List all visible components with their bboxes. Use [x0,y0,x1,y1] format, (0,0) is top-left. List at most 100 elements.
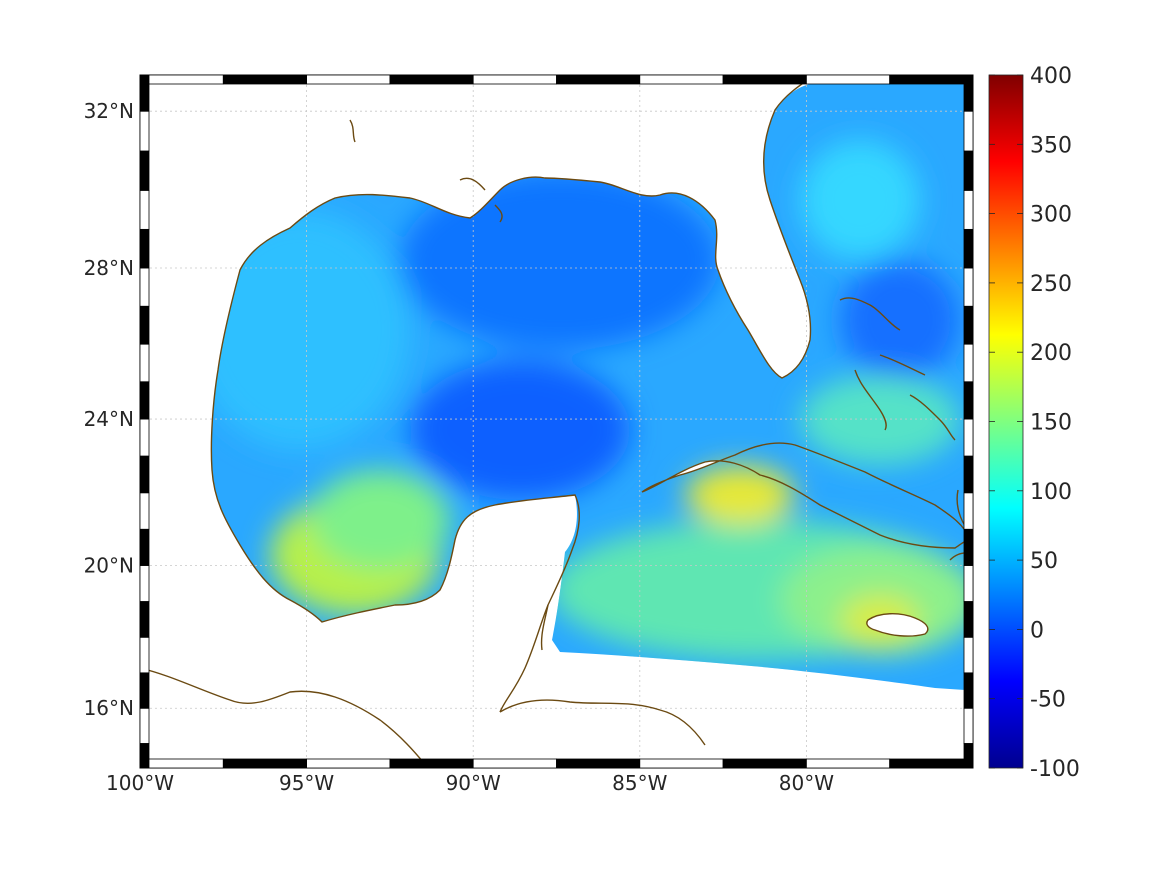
longitude-labels: 100°W 95°W 90°W 85°W 80°W [106,771,834,795]
lat-tick-label: 20°N [84,553,134,577]
frame-segment-right [963,528,974,566]
frame-segment-top [306,74,391,85]
lat-tick-label: 16°N [84,696,134,720]
coastline-yucatan-east [540,604,549,651]
frame-segment-left [139,601,150,638]
field-western-gulf [211,210,410,450]
frame-segment-right [963,707,974,744]
coastline-central-america [140,667,429,768]
lon-tick-label: 85°W [612,771,667,795]
frame-segment-left [139,150,150,191]
frame-segment-right [963,601,974,638]
field-atlantic-patch [800,140,920,260]
colorbar-tick-label: -100 [1030,757,1080,782]
frame-segment-right [963,305,974,345]
frame-segment-left [139,228,150,269]
colorbar-tick-label: 250 [1030,272,1072,297]
frame-segment-bottom [556,758,641,769]
frame-segment-top [139,74,224,85]
frame-segment-top [889,74,974,85]
coastline-jamaica [866,613,929,637]
frame-segment-bottom [722,758,807,769]
frame-segment-left [139,267,150,307]
frame-segment-right [963,565,974,602]
frame-segment-left [139,528,150,566]
frame-segment-bottom [889,758,974,769]
coastline-mississippi-delta [349,119,503,223]
frame-segment-bottom [389,758,474,769]
map-frame [139,74,974,769]
frame-segment-left [139,672,150,709]
frame-segment-left [139,565,150,602]
field-bahamas [800,375,960,465]
frame-segment-left [139,74,150,112]
frame-segment-bottom [639,758,724,769]
frame-segment-right [963,110,974,152]
frame-segment-right [963,743,974,769]
frame-segment-left [139,110,150,152]
frame-segment-top [556,74,641,85]
frame-segment-left [139,343,150,383]
frame-segment-right [963,672,974,709]
frame-segment-left [139,305,150,345]
colorbar-tick-labels: 400 350 300 250 200 150 100 50 0 -50 -100 [989,64,1080,782]
frame-segment-right [963,267,974,307]
frame-segment-right [963,455,974,494]
lon-tick-label: 100°W [106,771,174,795]
frame-segment-bottom [472,758,557,769]
frame-segment-left [139,636,150,674]
frame-segment-bottom [306,758,391,769]
frame-segment-left [139,455,150,494]
colorbar-tick-label: -50 [1030,688,1066,713]
frame-segment-right [963,228,974,269]
coastlines [140,75,971,768]
frame-segment-bottom [806,758,891,769]
frame-segment-right [963,492,974,530]
colorbar-tick-label: 0 [1030,618,1044,643]
colorbar-tick-label: 50 [1030,549,1058,574]
frame-segment-top [389,74,474,85]
frame-segment-right [963,418,974,457]
frame-segment-top [222,74,308,85]
frame-segment-right [963,343,974,383]
colorbar: 400 350 300 250 200 150 100 50 0 -50 -100 [988,64,1080,782]
coastline-honduras [499,699,706,746]
field-cuba-high [685,465,795,525]
frame-segment-top [472,74,557,85]
frame-segment-bottom [139,758,224,769]
frame-segment-top [806,74,891,85]
frame-segment-top [722,74,807,85]
field-central-gulf-low [410,360,630,500]
lon-tick-label: 80°W [779,771,834,795]
colorbar-tick-label: 100 [1030,480,1072,505]
colorbar-tick-label: 300 [1030,203,1072,228]
frame-segment-right [963,150,974,191]
colorbar-tick-label: 150 [1030,411,1072,436]
graticule [140,75,973,768]
colorbar-tick-label: 400 [1030,64,1072,89]
frame-segment-left [139,189,150,230]
latitude-labels: 32°N 28°N 24°N 20°N 16°N [84,99,134,720]
field-campeche-mid [310,470,450,570]
lat-tick-label: 32°N [84,99,134,123]
frame-segment-left [139,418,150,457]
coastline-bahamas [839,297,956,441]
lat-tick-label: 28°N [84,256,134,280]
frame-segment-left [139,743,150,769]
frame-segment-right [963,74,974,112]
frame-segment-right [963,636,974,674]
frame-segment-right [963,381,974,420]
colorbar-tick-label: 200 [1030,341,1072,366]
lon-tick-label: 95°W [279,771,334,795]
colorbar-tick-label: 350 [1030,133,1072,158]
lon-tick-label: 90°W [446,771,501,795]
frame-segment-left [139,707,150,744]
frame-segment-right [963,189,974,230]
frame-segment-left [139,492,150,530]
frame-segment-bottom [222,758,308,769]
field-atlantic-low [840,260,960,380]
frame-segment-left [139,381,150,420]
coastline-us-gulf [210,75,816,471]
frame-segment-top [639,74,724,85]
